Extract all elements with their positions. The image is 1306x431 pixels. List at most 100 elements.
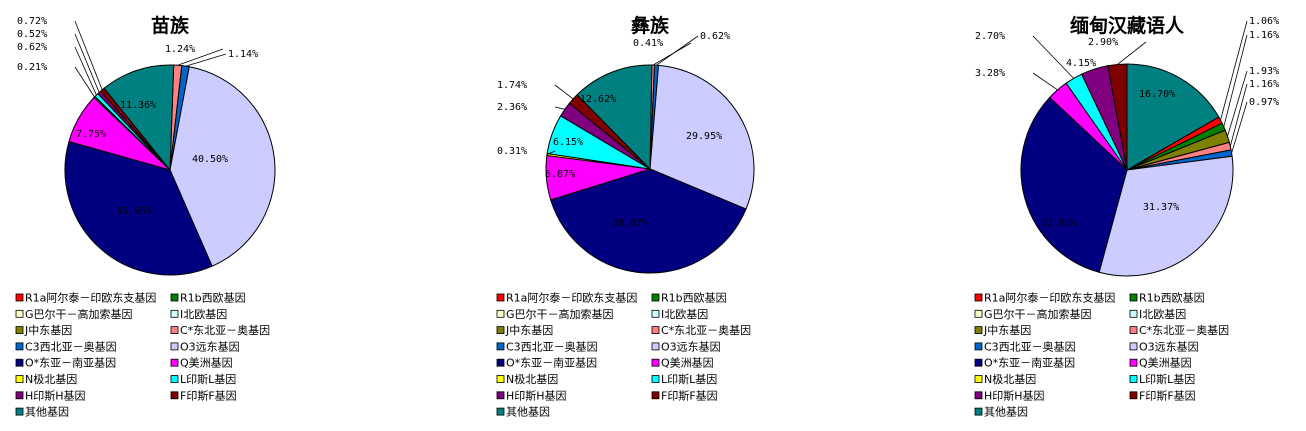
legend-swatch bbox=[974, 342, 983, 351]
legend-item: C3西北亚－奥基因 bbox=[496, 339, 598, 353]
data-label: 31.37% bbox=[1143, 202, 1179, 213]
legend-item: L印斯L基因 bbox=[1129, 373, 1195, 386]
data-labels: 1.06% 1.16% 1.93% 1.16% 0.97% 31.37% 32.83% 3.2… bbox=[975, 16, 1279, 229]
pie-slice bbox=[169, 66, 276, 267]
legend-label: I北欧基因 bbox=[661, 308, 708, 321]
legend-item: C3西北亚－奥基因 bbox=[974, 339, 1076, 353]
data-label: 4.15% bbox=[1066, 58, 1096, 69]
pie-slices bbox=[64, 64, 276, 276]
legend-item: 其他基因 bbox=[974, 406, 1028, 419]
leader-line bbox=[1223, 34, 1248, 127]
legend-swatch bbox=[974, 407, 983, 416]
legend-item: Q美洲基因 bbox=[651, 357, 714, 370]
legend-swatch bbox=[170, 358, 179, 367]
data-label: 1.14% bbox=[228, 49, 258, 60]
data-label: 2.70% bbox=[975, 31, 1005, 42]
legend-label: O3远东基因 bbox=[661, 340, 721, 353]
data-label: 0.62% bbox=[17, 42, 47, 53]
pie-slice bbox=[64, 140, 213, 276]
legend-swatch bbox=[496, 309, 505, 318]
data-label: 6.15% bbox=[553, 137, 583, 148]
leader-line bbox=[1220, 20, 1248, 121]
legend-item: Q美洲基因 bbox=[1129, 357, 1192, 370]
legend-swatch bbox=[15, 293, 24, 302]
legend-item: F印斯F基因 bbox=[651, 389, 718, 402]
legend-item: R1a阿尔泰－印欧东支基因 bbox=[15, 291, 156, 305]
legend-label: N极北基因 bbox=[506, 372, 558, 386]
legend-item: R1b西欧基因 bbox=[651, 292, 727, 305]
legend-item: 其他基因 bbox=[496, 406, 550, 419]
legend-label: R1b西欧基因 bbox=[661, 292, 727, 305]
pie-slices bbox=[545, 64, 755, 274]
legend-swatch bbox=[651, 391, 660, 400]
legend-label: R1b西欧基因 bbox=[180, 292, 246, 305]
legend: R1a阿尔泰－印欧东支基因 R1b西欧基因 G巴尔干－高加索基因 I北欧基因 J中东基因… bbox=[15, 291, 270, 419]
legend-swatch bbox=[1129, 326, 1138, 335]
legend-label: O3远东基因 bbox=[180, 340, 240, 353]
legend-swatch bbox=[170, 326, 179, 335]
chart-myanmar-sino-tibetan: 缅甸汉藏语人 1.06% 1.16% 1.93% 1.16% 0.97% 31.37% 32… bbox=[974, 14, 1279, 419]
legend-swatch bbox=[651, 293, 660, 302]
legend-swatch bbox=[15, 326, 24, 335]
legend-item: J中东基因 bbox=[496, 324, 553, 337]
legend-label: F印斯F基因 bbox=[1139, 389, 1196, 402]
data-label: 2.90% bbox=[1088, 37, 1118, 48]
pie-slices bbox=[1020, 63, 1234, 277]
legend-swatch bbox=[170, 309, 179, 318]
data-label: 0.41% bbox=[633, 38, 663, 49]
legend-swatch bbox=[651, 375, 660, 383]
data-label: 11.36% bbox=[120, 100, 156, 111]
legend-item: O3远东基因 bbox=[1129, 340, 1199, 353]
legend-swatch bbox=[1129, 375, 1138, 383]
legend-swatch bbox=[1129, 309, 1138, 318]
legend-label: H印斯H基因 bbox=[984, 389, 1045, 402]
pie-slice bbox=[649, 64, 755, 210]
data-label: 40.50% bbox=[192, 154, 228, 165]
data-label: 29.95% bbox=[686, 131, 722, 142]
legend-label: I北欧基因 bbox=[1139, 308, 1186, 321]
legend-swatch bbox=[496, 293, 505, 302]
legend-item: J中东基因 bbox=[15, 324, 72, 337]
legend-item: G巴尔干－高加索基因 bbox=[974, 307, 1092, 321]
leader-line bbox=[1032, 72, 1058, 91]
legend-label: J中东基因 bbox=[983, 324, 1031, 337]
legend-swatch bbox=[15, 375, 24, 383]
legend-item: C3西北亚－奥基因 bbox=[15, 339, 117, 353]
legend-swatch bbox=[974, 375, 983, 383]
data-label: 38.87% bbox=[612, 218, 648, 229]
legend-item: H印斯H基因 bbox=[15, 389, 86, 402]
legend-swatch bbox=[1129, 293, 1138, 302]
leader-line bbox=[656, 35, 699, 66]
legend-label: O*东亚－南亚基因 bbox=[984, 357, 1075, 370]
leader-line bbox=[74, 46, 97, 96]
legend-swatch bbox=[496, 391, 505, 400]
legend-swatch bbox=[651, 342, 660, 351]
legend-swatch bbox=[974, 293, 983, 302]
leader-line bbox=[177, 48, 224, 66]
chart-yi: 彝族 0.41% 0.62% 29.95% 38.87% 6.87% 0.31% 6.15%… bbox=[496, 14, 755, 419]
legend-label: H印斯H基因 bbox=[506, 389, 567, 402]
legend-swatch bbox=[974, 358, 983, 367]
legend-label: 其他基因 bbox=[506, 406, 550, 419]
leader-line bbox=[74, 20, 103, 90]
legend: R1a阿尔泰－印欧东支基因 R1b西欧基因 G巴尔干－高加索基因 I北欧基因 J中东基因… bbox=[974, 291, 1229, 419]
legend-swatch bbox=[170, 391, 179, 400]
data-label: 0.52% bbox=[17, 29, 47, 40]
legend-swatch bbox=[15, 309, 24, 318]
legend-label: F印斯F基因 bbox=[661, 389, 718, 402]
data-label: 0.31% bbox=[497, 146, 527, 157]
legend-label: N极北基因 bbox=[984, 372, 1036, 386]
pie-slice bbox=[550, 168, 747, 274]
legend-item: R1b西欧基因 bbox=[170, 292, 246, 305]
data-label: 1.93% bbox=[1249, 66, 1279, 77]
legend-swatch bbox=[170, 293, 179, 302]
legend-swatch bbox=[651, 326, 660, 335]
pie-slice bbox=[103, 64, 175, 172]
legend-label: G巴尔干－高加索基因 bbox=[506, 307, 614, 321]
legend-item: O*东亚－南亚基因 bbox=[496, 357, 597, 370]
legend-item: O*东亚－南亚基因 bbox=[15, 357, 116, 370]
data-label: 1.24% bbox=[165, 44, 195, 55]
legend: R1a阿尔泰－印欧东支基因 R1b西欧基因 G巴尔干－高加索基因 I北欧基因 J中东基因… bbox=[496, 291, 751, 419]
legend-item: L印斯L基因 bbox=[651, 373, 717, 386]
